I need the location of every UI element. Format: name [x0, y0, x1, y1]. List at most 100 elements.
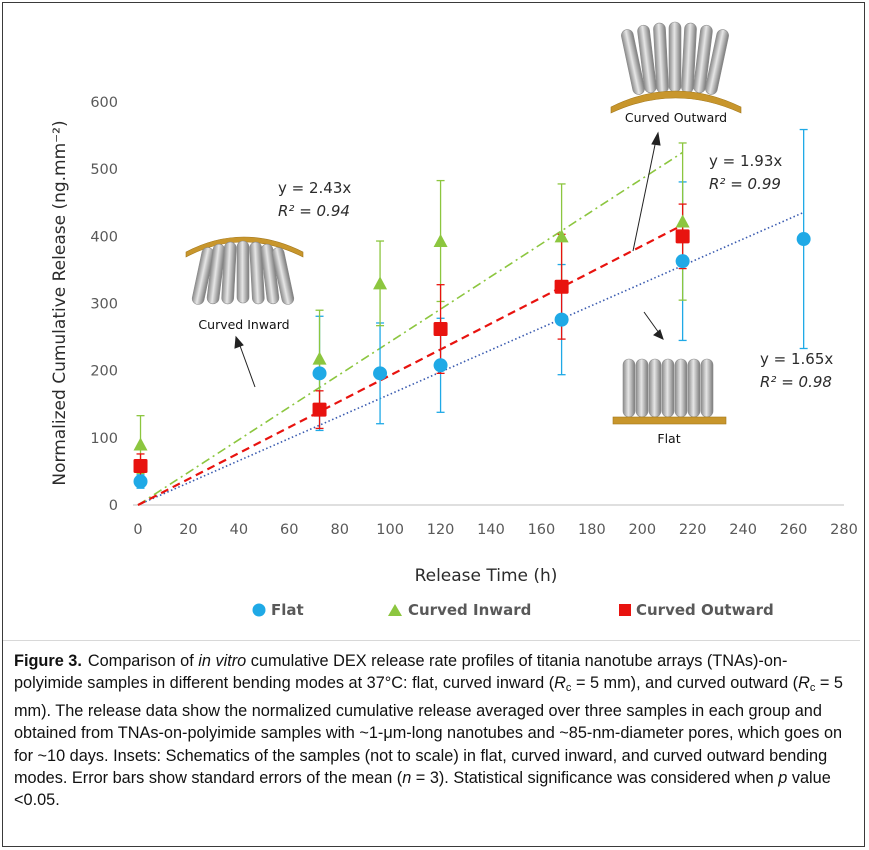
caption-text-10: n	[402, 769, 412, 788]
caption-text-9: = 5 mm). The release data show the norma…	[14, 674, 843, 788]
equation-curved-outward-r2: R² = 0.99	[709, 175, 781, 193]
inset-curved-inward: Curved Inward	[185, 236, 304, 332]
y-tick-label: 200	[90, 364, 118, 380]
x-tick-label: 200	[628, 522, 656, 538]
point-curved-inward	[675, 214, 690, 228]
point-flat	[433, 358, 448, 373]
point-curved-outward	[554, 279, 569, 294]
point-curved-inward	[133, 437, 148, 451]
caption-text-2: in vitro	[198, 652, 247, 670]
point-curved-inward	[373, 276, 388, 290]
y-tick-label: 500	[90, 162, 118, 178]
arrow-curved-outward	[632, 139, 657, 252]
inset-label-curved-inward: Curved Inward	[198, 317, 289, 332]
y-tick-label: 300	[90, 297, 118, 313]
x-tick-label: 40	[230, 522, 248, 538]
caption-text-12: p	[778, 769, 788, 788]
caption-text-11: = 3). Statistical significance was consi…	[411, 769, 779, 788]
inset-label-flat: Flat	[657, 431, 680, 446]
equation-flat-slope: y = 1.65x	[760, 350, 833, 368]
x-axis-title: Release Time (h)	[415, 566, 558, 586]
point-flat	[312, 366, 327, 381]
legend-label-flat: Flat	[271, 601, 304, 619]
x-tick-label: 180	[578, 522, 606, 538]
legend-label-curved-inward: Curved Inward	[408, 601, 531, 619]
inset-flat: Flat	[612, 358, 727, 446]
x-tick-label: 20	[179, 522, 197, 538]
y-axis-title: Normalized Cumulative Release (ng.mm⁻²)	[50, 120, 70, 485]
x-tick-label: 0	[133, 522, 142, 538]
equation-curved-outward: y = 1.93x R² = 0.99	[709, 152, 782, 193]
caption-text-7: R	[798, 674, 810, 693]
release-chart: 0 20 40 60 80 100 120 140 160 180 200 220 240 260 280 0…	[50, 21, 858, 619]
caption-text-5: c	[565, 682, 572, 695]
x-tick-label: 220	[679, 522, 707, 538]
point-flat	[675, 254, 690, 269]
x-tick-label: 260	[780, 522, 808, 538]
caption-text-8: c	[809, 682, 816, 695]
equation-flat: y = 1.65x R² = 0.98	[760, 350, 833, 391]
legend: Flat Curved Inward Curved Outward	[252, 601, 774, 619]
trendline-flat	[137, 211, 804, 506]
arrow-curved-inward	[238, 342, 256, 388]
caption-text-1: Comparison of	[87, 652, 199, 670]
equation-flat-r2: R² = 0.98	[760, 373, 832, 391]
point-curved-outward	[133, 459, 148, 474]
legend-marker-curved-outward	[619, 604, 631, 616]
figure-label: Figure 3.	[14, 652, 82, 670]
curved-outward-substrate	[610, 90, 742, 114]
point-curved-outward	[312, 402, 327, 417]
legend-marker-curved-inward	[388, 604, 402, 616]
curved-outward-nanotubes	[621, 21, 729, 95]
point-curved-outward	[675, 229, 690, 244]
arrowhead-curved-inward	[234, 335, 244, 349]
caption-text-3: cumulative DEX release rate profiles of …	[14, 652, 788, 693]
point-curved-outward	[433, 322, 448, 337]
equation-curved-inward: y = 2.43x R² = 0.94	[278, 179, 351, 220]
point-curved-inward	[554, 229, 569, 243]
x-tick-label: 60	[280, 522, 298, 538]
arrow-flat	[643, 311, 660, 334]
inset-label-curved-outward: Curved Outward	[625, 110, 727, 125]
y-tick-label: 600	[90, 95, 118, 111]
equation-curved-inward-slope: y = 2.43x	[278, 179, 351, 197]
point-flat	[133, 474, 148, 489]
flat-nanotubes	[622, 358, 714, 418]
equation-curved-inward-r2: R² = 0.94	[278, 202, 350, 220]
legend-label-curved-outward: Curved Outward	[636, 601, 774, 619]
data-markers	[133, 214, 811, 489]
caption-text-4: R	[554, 674, 566, 693]
error-bars	[136, 128, 808, 489]
annotation-arrows	[234, 131, 664, 388]
arrowhead-flat	[653, 329, 664, 340]
trendline-curved-inward	[137, 151, 684, 506]
flat-substrate	[612, 416, 727, 425]
x-tick-label: 80	[330, 522, 348, 538]
curved-inward-substrate	[185, 236, 304, 258]
point-flat	[373, 366, 388, 381]
x-tick-label: 160	[528, 522, 556, 538]
trendline-curved-outward	[137, 224, 684, 506]
y-tick-label: 0	[109, 498, 118, 514]
trend-lines	[137, 151, 804, 506]
point-curved-inward	[433, 234, 448, 248]
point-flat	[554, 312, 569, 327]
x-tick-label: 280	[830, 522, 858, 538]
arrowhead-curved-outward	[651, 131, 661, 146]
caption-divider	[3, 640, 860, 641]
x-tick-label: 100	[376, 522, 404, 538]
caption-text-13: value <0.05.	[14, 769, 831, 810]
y-tick-label: 400	[90, 229, 118, 245]
x-tick-label: 120	[427, 522, 455, 538]
axes: 0 20 40 60 80 100 120 140 160 180 200 220 240 260 280 0…	[90, 95, 858, 538]
inset-curved-outward: Curved Outward	[610, 21, 742, 125]
figure-caption: Figure 3. Comparison of in vitro cumulati…	[14, 650, 854, 812]
point-flat	[796, 232, 811, 247]
curved-inward-nanotubes	[191, 240, 295, 305]
equation-curved-outward-slope: y = 1.93x	[709, 152, 782, 170]
caption-text-6: = 5 mm), and curved outward (	[571, 674, 799, 693]
point-curved-inward	[312, 351, 327, 365]
y-tick-label: 100	[90, 431, 118, 447]
legend-marker-flat	[252, 603, 266, 617]
